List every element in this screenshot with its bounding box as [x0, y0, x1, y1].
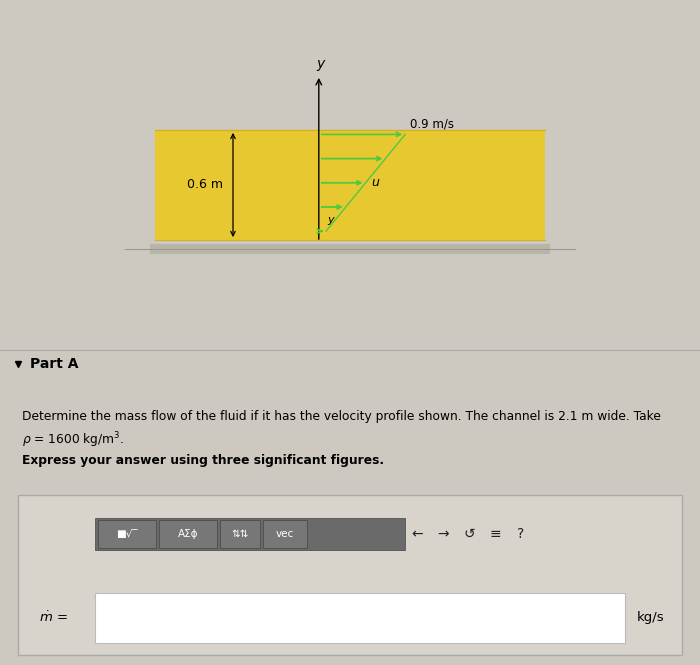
Text: Part A: Part A: [30, 357, 78, 371]
Text: y: y: [327, 215, 333, 225]
Bar: [155, 130, 545, 240]
Text: Determine the mass flow of the fluid if it has the velocity profile shown. The c: Determine the mass flow of the fluid if …: [22, 410, 661, 423]
Text: ■√‾: ■√‾: [116, 529, 138, 539]
Bar: [95, 518, 405, 550]
Bar: [18, 495, 682, 655]
Text: ↺: ↺: [463, 527, 475, 541]
Text: $\dot{m}$ =: $\dot{m}$ =: [38, 610, 67, 625]
Text: Express your answer using three significant figures.: Express your answer using three signific…: [22, 454, 384, 467]
Text: ←: ←: [411, 527, 423, 541]
Text: kg/s: kg/s: [637, 612, 664, 624]
Bar: [220, 520, 260, 548]
Text: $\rho$ = 1600 kg/m$^3$.: $\rho$ = 1600 kg/m$^3$.: [22, 430, 125, 450]
Text: ?: ?: [517, 527, 524, 541]
Text: AΣϕ: AΣϕ: [178, 529, 198, 539]
Text: ≡: ≡: [489, 527, 500, 541]
Text: 0.9 m/s: 0.9 m/s: [410, 118, 454, 131]
Text: u: u: [372, 176, 379, 190]
Text: vec: vec: [276, 529, 294, 539]
Bar: [95, 593, 625, 643]
Bar: [263, 520, 307, 548]
Bar: [98, 520, 156, 548]
Text: →: →: [438, 527, 449, 541]
Bar: [159, 520, 217, 548]
Bar: [150, 244, 550, 254]
Text: y: y: [316, 57, 325, 71]
Text: 0.6 m: 0.6 m: [187, 178, 223, 192]
Text: ⇅⇅: ⇅⇅: [231, 529, 248, 539]
